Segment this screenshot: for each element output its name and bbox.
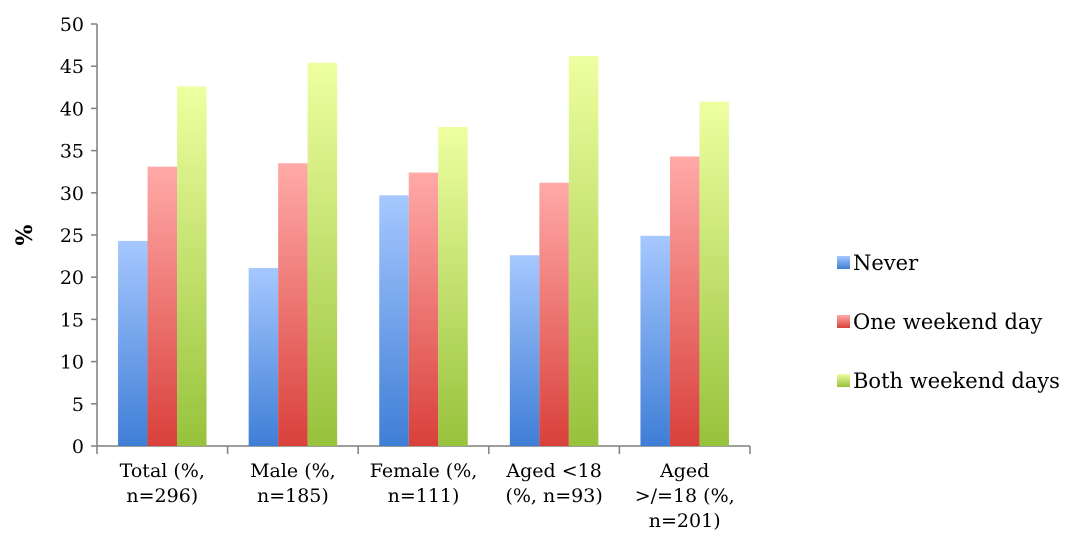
y-tick-label: 20: [60, 267, 84, 289]
bar-never: [248, 267, 279, 446]
x-category-label: Aged <18 (%, n=93): [505, 460, 602, 507]
bar-both-weekend-days: [699, 101, 729, 446]
y-tick-label: 35: [60, 141, 84, 163]
bar-one-weekend-day: [408, 172, 439, 446]
legend-label-never: Never: [853, 251, 919, 275]
legend-swatch-never: [837, 256, 850, 269]
y-tick-label: 30: [60, 183, 84, 205]
legend-label-one-weekend-day: One weekend day: [853, 310, 1042, 334]
x-category-label: Aged >/=18 (%, n=201): [635, 460, 735, 532]
bar-one-weekend-day: [278, 163, 308, 446]
y-tick-label: 0: [72, 436, 84, 458]
y-axis-title: %: [12, 224, 38, 245]
bar-never: [118, 240, 148, 446]
bar-one-weekend-day: [147, 166, 178, 447]
y-tick-label: 45: [60, 56, 84, 78]
bar-never: [379, 195, 409, 446]
bar-never: [509, 255, 540, 446]
y-tick-label: 25: [60, 225, 84, 247]
y-tick-label: 40: [60, 98, 84, 120]
legend-label-both-weekend-days: Both weekend days: [853, 369, 1060, 393]
x-category-label: Total (%, n=296): [120, 460, 205, 507]
x-axis: Total (%, n=296) Male (%, n=185) Female (%, n…: [96, 445, 751, 532]
legend: Never One weekend day Both weekend days: [837, 251, 1060, 393]
y-tick-label: 15: [60, 309, 84, 331]
bar-one-weekend-day: [669, 156, 700, 446]
legend-swatch-one-weekend-day: [837, 315, 850, 328]
y-tick-label: 10: [60, 352, 84, 374]
x-category-label: Male (%, n=185): [250, 460, 336, 507]
bars: [118, 56, 729, 447]
bar-never: [640, 235, 670, 446]
y-tick-label: 5: [72, 394, 84, 416]
y-tick-label: 50: [60, 14, 84, 36]
legend-swatch-both-weekend-days: [837, 374, 850, 387]
bar-one-weekend-day: [539, 182, 569, 446]
bar-both-weekend-days: [307, 62, 338, 446]
y-axis: 0 5 10 15 20 25 30 35 40 45 50: [60, 14, 98, 458]
bar-both-weekend-days: [438, 126, 468, 446]
x-category-label: Female (%, n=111): [370, 460, 478, 507]
bar-both-weekend-days: [568, 56, 599, 447]
bar-both-weekend-days: [177, 86, 207, 447]
